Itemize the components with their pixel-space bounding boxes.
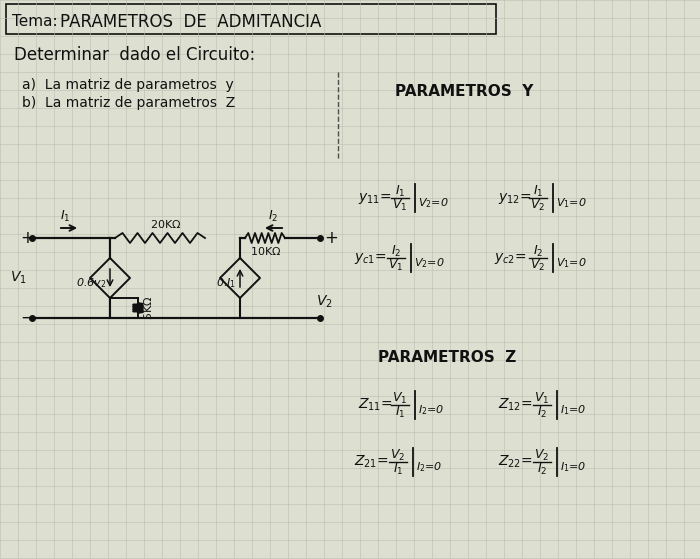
Text: $V_1$=0: $V_1$=0 (556, 196, 587, 210)
Text: 5K$\Omega$: 5K$\Omega$ (142, 296, 154, 320)
Text: PARAMETROS  Z: PARAMETROS Z (378, 350, 517, 366)
Text: $y_{12}$=: $y_{12}$= (498, 191, 531, 206)
Text: $I_2$=0: $I_2$=0 (416, 460, 442, 474)
Text: $V_2$: $V_2$ (531, 197, 545, 212)
Text: PARAMETROS  Y: PARAMETROS Y (395, 84, 533, 100)
Text: $V_1$: $V_1$ (393, 197, 407, 212)
Text: b)  La matriz de parametros  Z: b) La matriz de parametros Z (22, 96, 235, 110)
Text: Determinar  dado el Circuito:: Determinar dado el Circuito: (14, 46, 255, 64)
Text: $I_2$: $I_2$ (268, 209, 279, 224)
Text: $V_1$=0: $V_1$=0 (556, 256, 587, 270)
Text: $V_2$=0: $V_2$=0 (414, 256, 444, 270)
Text: PARAMETROS  DE  ADMITANCIA: PARAMETROS DE ADMITANCIA (60, 13, 321, 31)
Text: $V_1$: $V_1$ (389, 258, 404, 273)
Text: 0.6$v_2$: 0.6$v_2$ (76, 276, 106, 290)
Text: $V_2$=0: $V_2$=0 (418, 196, 449, 210)
Text: $I_1$: $I_1$ (60, 209, 71, 224)
Text: $V_1$: $V_1$ (10, 270, 27, 286)
Text: +: + (324, 229, 338, 247)
Text: −: − (20, 309, 34, 327)
Text: Tema:: Tema: (12, 15, 57, 30)
Text: $I_1$: $I_1$ (393, 461, 403, 477)
Text: $I_1$: $I_1$ (395, 405, 405, 420)
Text: $Z_{21}$=: $Z_{21}$= (354, 454, 388, 470)
Text: $V_2$: $V_2$ (316, 294, 332, 310)
Text: $I_1$: $I_1$ (533, 183, 543, 198)
Text: $I_2$: $I_2$ (537, 405, 547, 420)
Text: $I_1$=0: $I_1$=0 (560, 403, 587, 417)
Text: $V_1$: $V_1$ (393, 390, 407, 405)
Text: 0.$I_1$: 0.$I_1$ (216, 276, 236, 290)
Text: $I_2$: $I_2$ (537, 461, 547, 477)
Text: $I_2$: $I_2$ (533, 244, 543, 259)
Text: $I_1$: $I_1$ (395, 183, 405, 198)
Text: $y_{c2}$=: $y_{c2}$= (494, 250, 526, 266)
Text: $Z_{11}$=: $Z_{11}$= (358, 397, 393, 413)
Text: $I_1$=0: $I_1$=0 (560, 460, 587, 474)
Text: $Z_{22}$=: $Z_{22}$= (498, 454, 533, 470)
Text: $Z_{12}$=: $Z_{12}$= (498, 397, 533, 413)
Bar (6, 4, 496, 34)
Text: $V_2$: $V_2$ (531, 258, 545, 273)
Text: $I_2$: $I_2$ (391, 244, 401, 259)
Text: a)  La matriz de parametros  y: a) La matriz de parametros y (22, 78, 234, 92)
Text: +: + (20, 229, 34, 247)
Text: $y_{c1}$=: $y_{c1}$= (354, 250, 386, 266)
Text: 20K$\Omega$: 20K$\Omega$ (150, 218, 181, 230)
Text: 10K$\Omega$: 10K$\Omega$ (250, 245, 281, 257)
Text: $I_2$=0: $I_2$=0 (418, 403, 444, 417)
Text: $V_1$: $V_1$ (534, 390, 550, 405)
Text: $V_2$: $V_2$ (391, 447, 405, 462)
Text: $V_2$: $V_2$ (534, 447, 550, 462)
Text: $y_{11}$=: $y_{11}$= (358, 191, 391, 206)
